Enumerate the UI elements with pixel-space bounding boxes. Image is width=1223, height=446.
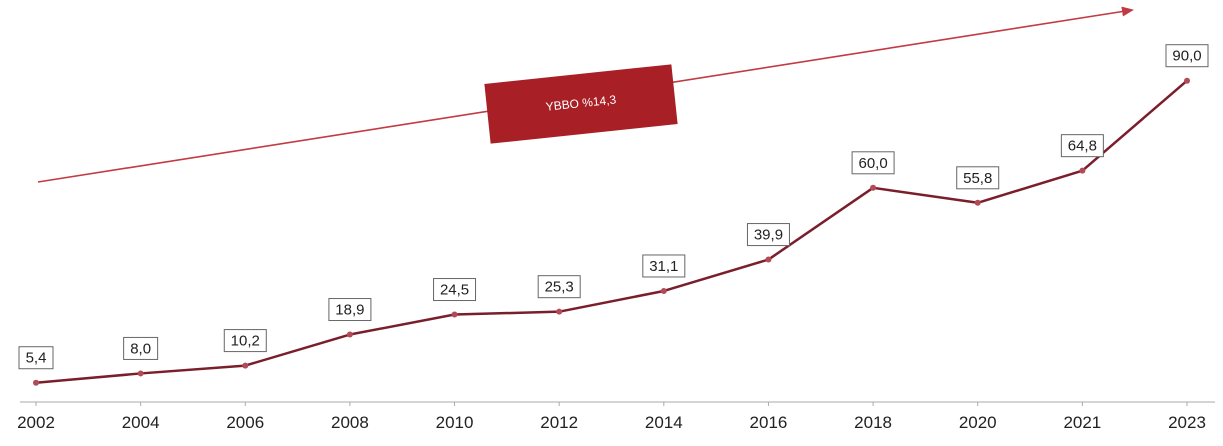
data-point (556, 308, 563, 315)
x-axis-ticks: 2002 2004 2006 2008 2010 2012 2014 2016 2018 2020… (17, 402, 1206, 432)
data-label-box (328, 298, 372, 322)
data-label: 31,1 (649, 258, 678, 275)
data-point (242, 362, 249, 369)
cagr-badge-box (484, 64, 678, 144)
x-tick-label: 2021 (1063, 413, 1101, 432)
data-point (1079, 167, 1086, 174)
data-label: 60,0 (858, 155, 887, 172)
annotation-layer: YBBO %14,3 (37, 6, 1134, 183)
data-point (137, 370, 144, 377)
data-label-box (223, 329, 267, 353)
x-tick-label: 2023 (1168, 413, 1206, 432)
series-layer (33, 77, 1190, 386)
data-point (765, 256, 772, 263)
data-label: 55,8 (963, 170, 992, 187)
x-tick-label: 2008 (331, 413, 369, 432)
data-label: 24,5 (440, 282, 469, 299)
data-label-box (956, 166, 1000, 190)
x-tick-label: 2014 (645, 413, 683, 432)
x-tick-label: 2004 (122, 413, 160, 432)
data-label-box (1060, 134, 1104, 158)
data-label-box (746, 223, 790, 247)
data-label: 18,9 (335, 301, 364, 318)
data-label: 10,2 (231, 333, 260, 350)
x-tick-label: 2016 (750, 413, 788, 432)
data-label-box (1165, 44, 1209, 68)
x-tick-label: 2010 (436, 413, 474, 432)
data-point (33, 379, 39, 386)
x-tick-label: 2018 (854, 413, 892, 432)
x-tick-label: 2020 (959, 413, 997, 432)
data-label-box (18, 346, 54, 370)
data-label: 8,0 (130, 340, 151, 357)
data-label-box (433, 278, 477, 302)
x-tick-label: 2012 (540, 413, 578, 432)
series-line (34, 79, 1189, 384)
data-point (974, 199, 981, 206)
data-label: 25,3 (545, 279, 574, 296)
data-point (660, 287, 667, 294)
data-label-box (123, 336, 159, 360)
data-label: 5,4 (26, 350, 47, 367)
data-label: 90,0 (1172, 48, 1201, 65)
data-label-box (851, 151, 895, 175)
data-labels: 5,4 8,0 10,2 18,9 24,5 25,3 31,1 39,9 60,0 55,8 64… (18, 44, 1209, 370)
data-point (451, 311, 458, 318)
cagr-badge: YBBO %14,3 (484, 64, 678, 144)
data-label: 39,9 (754, 227, 783, 244)
data-point (1184, 77, 1190, 84)
data-label: 64,8 (1068, 138, 1097, 155)
data-point (346, 331, 353, 338)
data-point (870, 184, 877, 191)
data-label-box (537, 275, 581, 299)
x-tick-label: 2006 (226, 413, 264, 432)
data-label-box (642, 254, 686, 278)
x-tick-label: 2002 (17, 413, 55, 432)
